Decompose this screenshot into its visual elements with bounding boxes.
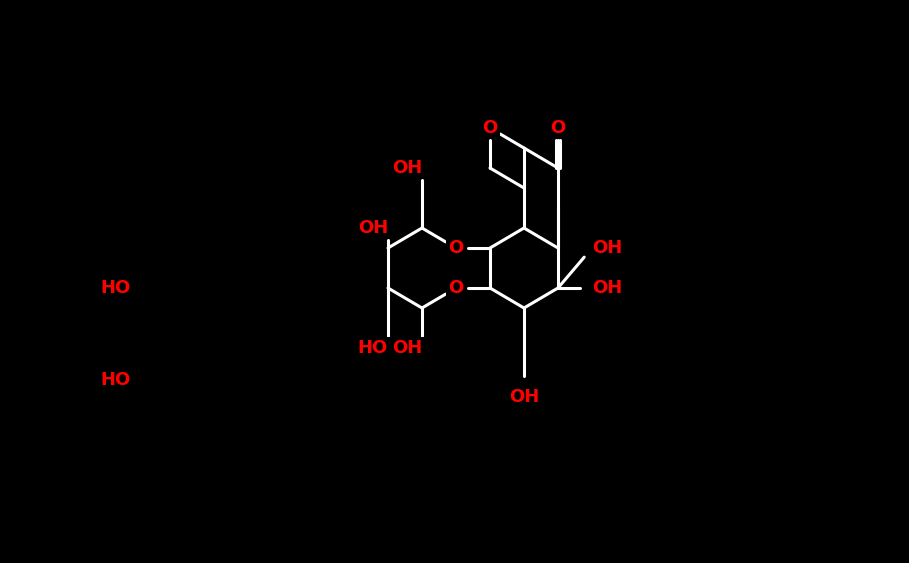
Text: O: O <box>550 119 565 137</box>
Text: HO: HO <box>100 279 130 297</box>
Text: O: O <box>448 239 464 257</box>
Text: O: O <box>483 119 497 137</box>
Text: O: O <box>448 279 464 297</box>
Text: OH: OH <box>592 279 623 297</box>
Text: OH: OH <box>509 388 539 406</box>
Text: OH: OH <box>592 239 623 257</box>
Text: OH: OH <box>392 339 422 357</box>
Text: HO: HO <box>100 371 130 389</box>
Text: HO: HO <box>358 339 388 357</box>
Text: OH: OH <box>392 159 422 177</box>
Text: OH: OH <box>358 219 388 237</box>
